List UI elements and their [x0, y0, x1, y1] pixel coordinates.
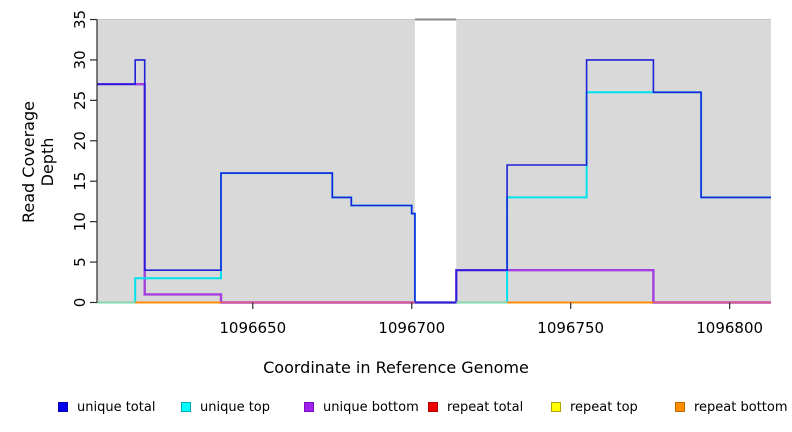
y-tick-label: 15	[71, 172, 89, 191]
legend-item-unique-bottom: unique bottom	[304, 399, 419, 415]
y-tick-label: 35	[71, 10, 89, 29]
legend-label: repeat top	[570, 399, 638, 415]
legend-item-repeat-total: repeat total	[428, 399, 523, 415]
y-tick-label: 20	[71, 131, 89, 150]
x-tick-label: 1096800	[696, 319, 763, 337]
y-tick-label: 5	[71, 257, 89, 267]
legend-item-repeat-top: repeat top	[551, 399, 638, 415]
legend-swatch-repeat-top	[551, 402, 561, 412]
legend-swatch-repeat-bottom	[675, 402, 685, 412]
legend-label: unique total	[77, 399, 156, 415]
x-tick-label: 1096700	[378, 319, 445, 337]
x-axis-title: Coordinate in Reference Genome	[263, 358, 529, 377]
y-tick-label: 10	[71, 212, 89, 231]
x-tick-label: 1096650	[219, 319, 286, 337]
legend-label: unique bottom	[323, 399, 419, 415]
legend-swatch-unique-total	[58, 402, 68, 412]
legend-item-unique-total: unique total	[58, 399, 155, 415]
masked-region	[414, 19, 457, 303]
y-tick-label: 0	[71, 298, 89, 308]
legend-item-repeat-bottom: repeat bottom	[675, 399, 788, 415]
legend-label: repeat total	[447, 399, 524, 415]
series-line-unique-total	[97, 59, 771, 304]
legend-label: repeat bottom	[694, 399, 788, 415]
legend-swatch-unique-bottom	[304, 402, 314, 412]
legend-item-unique-top: unique top	[181, 399, 270, 415]
x-tick-label: 1096750	[537, 319, 604, 337]
y-axis-title: Read Coverage Depth	[19, 101, 57, 223]
y-tick-label: 25	[71, 91, 89, 110]
legend-swatch-repeat-total	[428, 402, 438, 412]
legend-swatch-unique-top	[181, 402, 191, 412]
y-tick-label: 30	[71, 50, 89, 69]
legend-label: unique top	[200, 399, 271, 415]
